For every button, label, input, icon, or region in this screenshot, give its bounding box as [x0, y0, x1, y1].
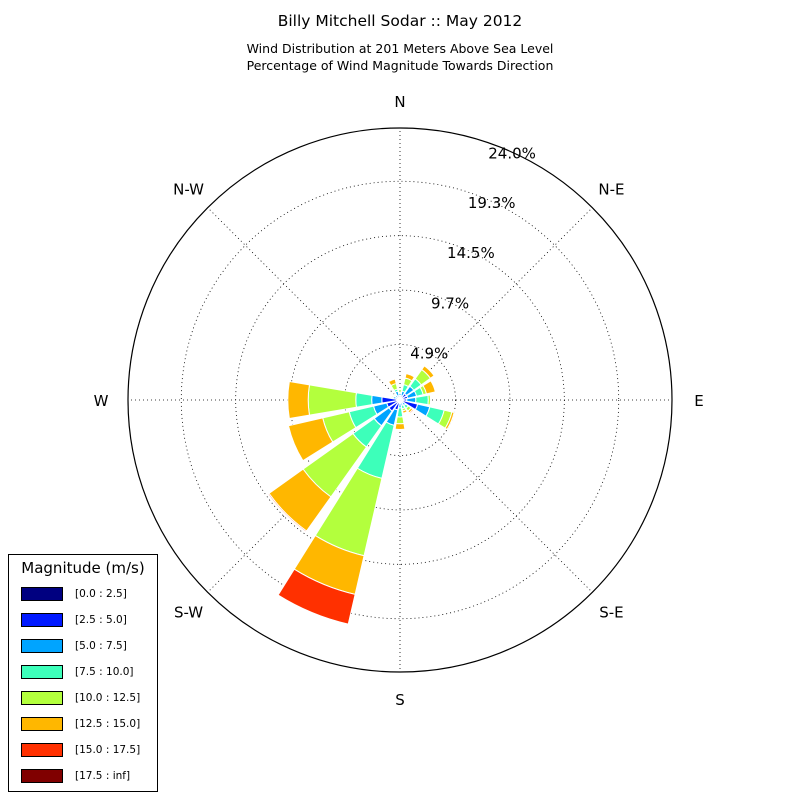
- legend-label: [2.5 : 5.0]: [75, 614, 127, 626]
- grid-spoke: [399, 399, 593, 593]
- direction-label: S-E: [599, 603, 623, 621]
- wedge: [371, 394, 383, 406]
- direction-label: N-E: [598, 181, 624, 199]
- legend-label: [7.5 : 10.0]: [75, 666, 134, 678]
- legend-swatch: [21, 743, 63, 757]
- wedge: [427, 394, 432, 406]
- wedge: [395, 416, 405, 425]
- legend-swatch: [21, 769, 63, 783]
- direction-label: W: [94, 392, 109, 410]
- wedge: [415, 394, 429, 406]
- grid-circle: [344, 344, 456, 456]
- wedge: [422, 380, 436, 395]
- legend-swatch: [21, 639, 63, 653]
- legend-label: [0.0 : 2.5]: [75, 588, 127, 600]
- wedge: [408, 408, 415, 415]
- legend-swatch: [21, 717, 63, 731]
- radial-tick-label: 14.5%: [447, 244, 495, 262]
- legend: Magnitude (m/s) [0.0 : 2.5] [2.5 : 5.0] [5…: [8, 554, 158, 792]
- wedge: [401, 408, 408, 414]
- wedge: [355, 392, 373, 408]
- legend-label: [12.5 : 15.0]: [75, 718, 141, 730]
- legend-swatch: [21, 691, 63, 705]
- direction-label: E: [694, 392, 703, 410]
- legend-swatch: [21, 587, 63, 601]
- wedge: [277, 568, 356, 625]
- legend-swatch: [21, 665, 63, 679]
- grid-spoke: [399, 207, 593, 401]
- wedge: [444, 411, 455, 431]
- wedge: [387, 378, 397, 387]
- outer-circle: [127, 127, 673, 673]
- direction-label: N: [394, 93, 405, 111]
- legend-label: [17.5 : inf]: [75, 770, 131, 782]
- radial-tick-label: 24.0%: [488, 145, 536, 163]
- wedge: [287, 380, 311, 420]
- grid-circle: [289, 289, 511, 511]
- radial-tick-label: 9.7%: [431, 294, 469, 312]
- wedge: [287, 417, 334, 462]
- wedge: [390, 394, 394, 399]
- radial-tick-label: 19.3%: [468, 194, 516, 212]
- grid-circle: [180, 180, 620, 620]
- wedge: [421, 365, 435, 379]
- chart-subtitle-line2: Percentage of Wind Magnitude Towards Dir…: [246, 58, 554, 73]
- direction-label: S: [395, 691, 405, 709]
- grid-spoke: [207, 207, 401, 401]
- legend-label: [15.0 : 17.5]: [75, 744, 141, 756]
- chart-title: Billy Mitchell Sodar :: May 2012: [277, 12, 523, 30]
- chart-subtitle-line1: Wind Distribution at 201 Meters Above Se…: [246, 41, 554, 56]
- legend-title: Magnitude (m/s): [21, 559, 145, 577]
- wedge: [307, 384, 357, 416]
- direction-label: S-W: [174, 603, 203, 621]
- legend-label: [10.0 : 12.5]: [75, 692, 141, 704]
- legend-swatch: [21, 613, 63, 627]
- legend-label: [5.0 : 7.5]: [75, 640, 127, 652]
- radial-tick-label: 4.9%: [410, 345, 448, 363]
- wedge: [394, 422, 406, 430]
- direction-label: N-W: [173, 181, 204, 199]
- wedge: [267, 492, 308, 533]
- wedge: [404, 372, 416, 382]
- wedge: [397, 389, 403, 393]
